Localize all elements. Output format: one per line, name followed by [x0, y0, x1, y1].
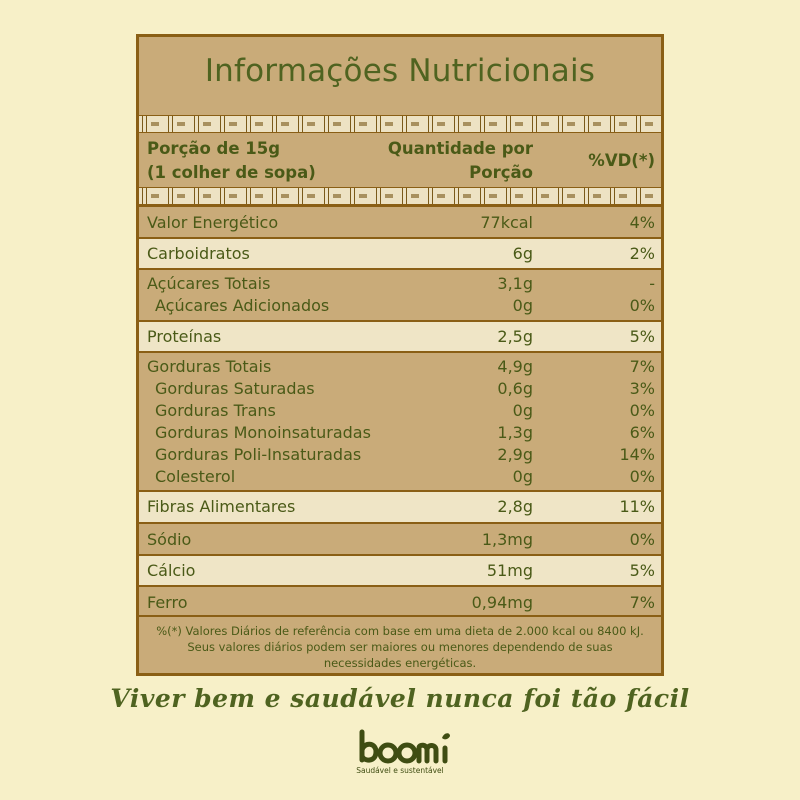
nutrient-name: Gorduras Trans — [155, 401, 276, 420]
nutrient-quantity: 0,6g — [497, 379, 533, 398]
brand-tagline: Saudável e sustentável — [356, 766, 444, 775]
nutrient-quantity: 1,3g — [497, 423, 533, 442]
nutrient-group-energy: Valor Energético 77kcal 4% — [139, 205, 661, 237]
table-header: Porção de 15g (1 colher de sopa) Quantid… — [139, 133, 661, 187]
nutrient-name: Gorduras Monoinsaturadas — [155, 423, 371, 442]
nutrient-row: Açúcares Adicionados 0g 0% — [139, 295, 661, 317]
nutrient-row: Ferro 0,94mg 7% — [139, 592, 661, 614]
nutrient-row: Gorduras Monoinsaturadas 1,3g 6% — [139, 422, 661, 444]
decorative-pattern-band — [139, 115, 661, 133]
nutrient-row: Gorduras Totais 4,9g 7% — [139, 356, 661, 378]
portion-header: Porção de 15g (1 colher de sopa) — [147, 137, 316, 185]
decorative-pattern-band — [139, 187, 661, 205]
nutrient-quantity: 2,8g — [497, 497, 533, 516]
nutrient-row: Proteínas 2,5g 5% — [139, 326, 661, 348]
nutrient-name: Carboidratos — [147, 244, 250, 263]
nutrient-name: Colesterol — [155, 467, 236, 486]
nutrient-daily-value: 7% — [629, 357, 655, 376]
nutrient-daily-value: 5% — [629, 327, 655, 346]
nutrient-name: Gorduras Totais — [147, 357, 272, 376]
nutrient-name: Açúcares Adicionados — [155, 296, 330, 315]
slogan: Viver bem e saudável nunca foi tão fácil — [110, 684, 690, 713]
nutrient-daily-value: 3% — [629, 379, 655, 398]
nutrient-daily-value: 0% — [629, 401, 655, 420]
nutrient-group-fiber: Fibras Alimentares 2,8g 11% — [139, 490, 661, 522]
daily-value-header: %VD(*) — [588, 151, 655, 170]
nutrient-name: Proteínas — [147, 327, 222, 346]
nutrient-row: Gorduras Saturadas 0,6g 3% — [139, 378, 661, 400]
quantity-header-line2: Porção — [469, 163, 533, 182]
portion-measure-label: (1 colher de sopa) — [147, 163, 316, 182]
nutrient-daily-value: 14% — [619, 445, 655, 464]
nutrient-group-carbs: Carboidratos 6g 2% — [139, 237, 661, 268]
nutrient-quantity: 0,94mg — [471, 593, 533, 612]
nutrient-row: Cálcio 51mg 5% — [139, 560, 661, 582]
portion-size-label: Porção de 15g — [147, 139, 281, 158]
nutrient-daily-value: 11% — [619, 497, 655, 516]
nutrient-quantity: 4,9g — [497, 357, 533, 376]
nutrient-name: Gorduras Saturadas — [155, 379, 315, 398]
nutrient-quantity: 0g — [512, 467, 533, 486]
nutrient-row: Carboidratos 6g 2% — [139, 243, 661, 265]
nutrient-group-iron: Ferro 0,94mg 7% — [139, 585, 661, 615]
nutrient-rows: Valor Energético 77kcal 4% Carboidratos … — [139, 205, 661, 615]
nutrient-name: Fibras Alimentares — [147, 497, 296, 516]
nutrient-daily-value: 2% — [629, 244, 655, 263]
nutrient-row: Sódio 1,3mg 0% — [139, 529, 661, 551]
boomi-logo-icon — [359, 729, 450, 764]
nutrient-name: Sódio — [147, 530, 192, 549]
nutrient-quantity: 3,1g — [497, 274, 533, 293]
quantity-header-line1: Quantidade por — [387, 139, 533, 158]
quantity-header: Quantidade por Porção — [388, 137, 533, 185]
nutrient-daily-value: 6% — [629, 423, 655, 442]
nutrient-row: Colesterol 0g 0% — [139, 466, 661, 488]
nutrient-group-fats: Gorduras Totais 4,9g 7% Gorduras Saturad… — [139, 351, 661, 490]
panel-title: Informações Nutricionais — [204, 53, 596, 89]
nutrient-quantity: 1,3mg — [481, 530, 533, 549]
nutrient-name: Ferro — [147, 593, 188, 612]
nutrient-row: Açúcares Totais 3,1g - — [139, 273, 661, 295]
nutrient-daily-value: 0% — [629, 530, 655, 549]
nutrient-row: Gorduras Poli-Insaturadas 2,9g 14% — [139, 444, 661, 466]
nutrition-facts-inner: Informações Nutricionais Porção de 15g (… — [139, 37, 661, 673]
nutrient-quantity: 6g — [512, 244, 533, 263]
nutrient-row: Fibras Alimentares 2,8g 11% — [139, 496, 661, 518]
nutrient-group-protein: Proteínas 2,5g 5% — [139, 320, 661, 351]
nutrient-name: Cálcio — [147, 561, 196, 580]
nutrient-group-sugars: Açúcares Totais 3,1g - Açúcares Adiciona… — [139, 268, 661, 320]
nutrient-daily-value: 7% — [629, 593, 655, 612]
nutrient-quantity: 2,5g — [497, 327, 533, 346]
nutrient-row: Valor Energético 77kcal 4% — [139, 212, 661, 234]
nutrient-daily-value: - — [649, 274, 655, 293]
nutrient-name: Valor Energético — [147, 213, 279, 232]
nutrient-daily-value: 5% — [629, 561, 655, 580]
nutrition-facts-panel: Informações Nutricionais Porção de 15g (… — [136, 34, 664, 676]
footnote: %(*) Valores Diários de referência com b… — [139, 615, 661, 673]
nutrient-group-sodium: Sódio 1,3mg 0% — [139, 522, 661, 554]
nutrient-quantity: 0g — [512, 401, 533, 420]
nutrient-quantity: 2,9g — [497, 445, 533, 464]
nutrient-name: Açúcares Totais — [147, 274, 271, 293]
nutrient-quantity: 51mg — [486, 561, 533, 580]
nutrient-daily-value: 4% — [629, 213, 655, 232]
nutrient-daily-value: 0% — [629, 296, 655, 315]
nutrient-row: Gorduras Trans 0g 0% — [139, 400, 661, 422]
nutrient-name: Gorduras Poli-Insaturadas — [155, 445, 362, 464]
nutrient-group-calcium: Cálcio 51mg 5% — [139, 554, 661, 585]
nutrient-quantity: 77kcal — [480, 213, 533, 232]
nutrient-quantity: 0g — [512, 296, 533, 315]
nutrient-daily-value: 0% — [629, 467, 655, 486]
